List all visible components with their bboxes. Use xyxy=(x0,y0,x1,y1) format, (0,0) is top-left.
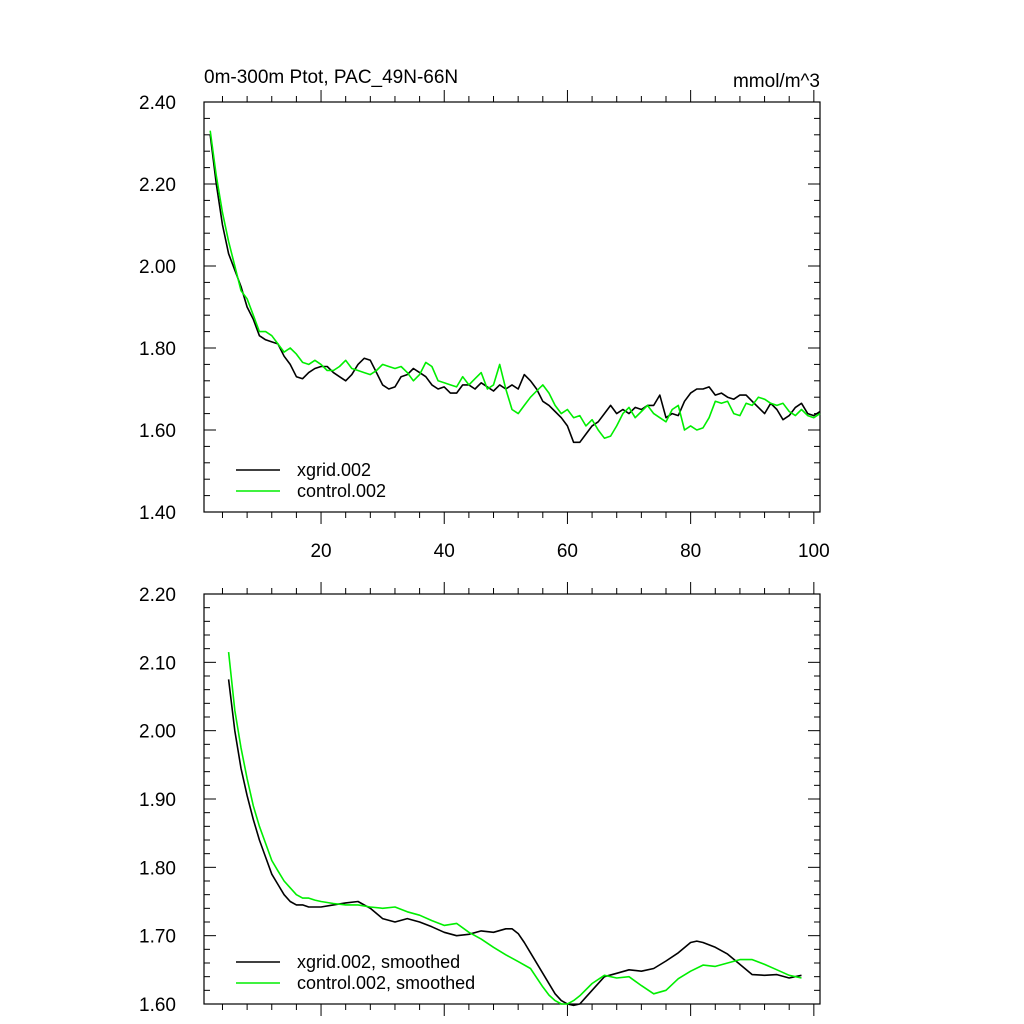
y-tick-label: 2.10 xyxy=(139,653,176,674)
top-chart: 0m-300m Ptot, PAC_49N-66N mmol/m^3 1.401… xyxy=(139,67,830,562)
y-tick-label: 2.00 xyxy=(139,722,176,743)
y-tick-label: 2.20 xyxy=(139,175,176,196)
x-tick-label: 20 xyxy=(310,541,331,562)
y-tick-label: 1.80 xyxy=(139,339,176,360)
x-tick-label: 60 xyxy=(557,541,578,562)
top-plot-frame xyxy=(203,101,821,513)
x-tick-label: 80 xyxy=(680,541,701,562)
top-y-axis: 1.40 1.60 1.80 2.00 2.20 2.40 xyxy=(139,93,820,524)
top-chart-units: mmol/m^3 xyxy=(733,71,820,92)
y-tick-label: 2.00 xyxy=(139,257,176,278)
y-tick-label: 1.80 xyxy=(139,858,176,879)
bottom-series-line-control xyxy=(227,652,802,1005)
y-tick-label: 2.20 xyxy=(139,585,176,606)
bottom-y-axis: 1.60 1.70 1.80 1.90 2.00 2.10 2.20 xyxy=(139,585,820,1016)
x-tick-label: 100 xyxy=(798,541,830,562)
bottom-legend: xgrid.002, smoothed control.002, smoothe… xyxy=(236,952,475,993)
top-chart-title: 0m-300m Ptot, PAC_49N-66N xyxy=(204,67,458,88)
bottom-chart: 1.60 1.70 1.80 1.90 2.00 2.10 2.20 xgrid.002, … xyxy=(139,582,821,1016)
y-tick-label: 1.40 xyxy=(139,503,176,524)
bottom-x-axis xyxy=(221,582,815,1016)
y-tick-label: 1.70 xyxy=(139,927,176,948)
y-tick-label: 1.60 xyxy=(139,995,176,1016)
top-series-line-control xyxy=(209,130,821,440)
top-x-axis: 20 40 60 80 100 xyxy=(221,90,830,562)
top-series-line-xgrid xyxy=(209,134,821,444)
x-tick-label: 40 xyxy=(434,541,455,562)
bottom-legend-label-control: control.002, smoothed xyxy=(297,973,475,993)
top-legend-label-control: control.002 xyxy=(297,481,386,501)
top-legend-label-xgrid: xgrid.002 xyxy=(297,460,371,480)
y-tick-label: 1.60 xyxy=(139,421,176,442)
bottom-series-group xyxy=(227,652,802,1007)
y-tick-label: 2.40 xyxy=(139,93,176,114)
bottom-series-line-xgrid xyxy=(227,679,802,1007)
bottom-legend-label-xgrid: xgrid.002, smoothed xyxy=(297,952,460,972)
top-series-group xyxy=(209,130,821,444)
y-tick-label: 1.90 xyxy=(139,790,176,811)
top-legend: xgrid.002 control.002 xyxy=(236,460,386,501)
bottom-plot-frame xyxy=(203,593,821,1005)
